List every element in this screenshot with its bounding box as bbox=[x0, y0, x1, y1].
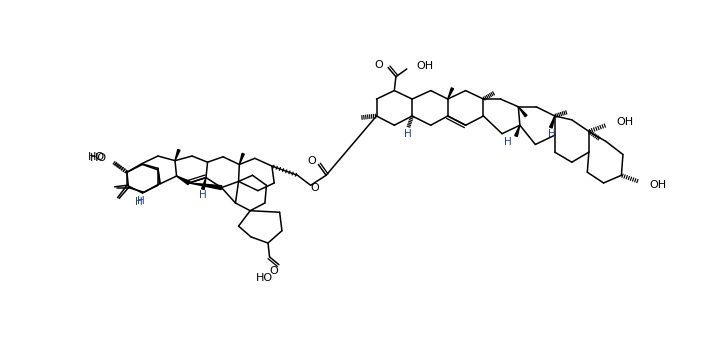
Text: H: H bbox=[137, 196, 145, 206]
Text: H: H bbox=[136, 197, 143, 207]
Text: O: O bbox=[374, 60, 383, 70]
Polygon shape bbox=[189, 183, 222, 190]
Polygon shape bbox=[177, 176, 190, 185]
Text: OH: OH bbox=[416, 61, 433, 71]
Text: O: O bbox=[310, 183, 319, 193]
Text: H: H bbox=[548, 130, 556, 140]
Polygon shape bbox=[448, 88, 454, 99]
Polygon shape bbox=[518, 107, 527, 117]
Polygon shape bbox=[549, 116, 555, 128]
Text: HO: HO bbox=[90, 154, 107, 164]
Polygon shape bbox=[175, 150, 180, 161]
Polygon shape bbox=[515, 125, 520, 136]
Text: O: O bbox=[270, 266, 279, 276]
Text: OH: OH bbox=[649, 180, 666, 190]
Text: O: O bbox=[308, 156, 317, 166]
Polygon shape bbox=[239, 154, 244, 165]
Text: HO: HO bbox=[256, 273, 274, 283]
Text: OH: OH bbox=[617, 117, 634, 127]
Text: HO: HO bbox=[88, 152, 106, 162]
Text: H: H bbox=[199, 190, 207, 200]
Text: H: H bbox=[504, 137, 512, 147]
Polygon shape bbox=[202, 177, 206, 190]
Text: H: H bbox=[404, 129, 412, 139]
